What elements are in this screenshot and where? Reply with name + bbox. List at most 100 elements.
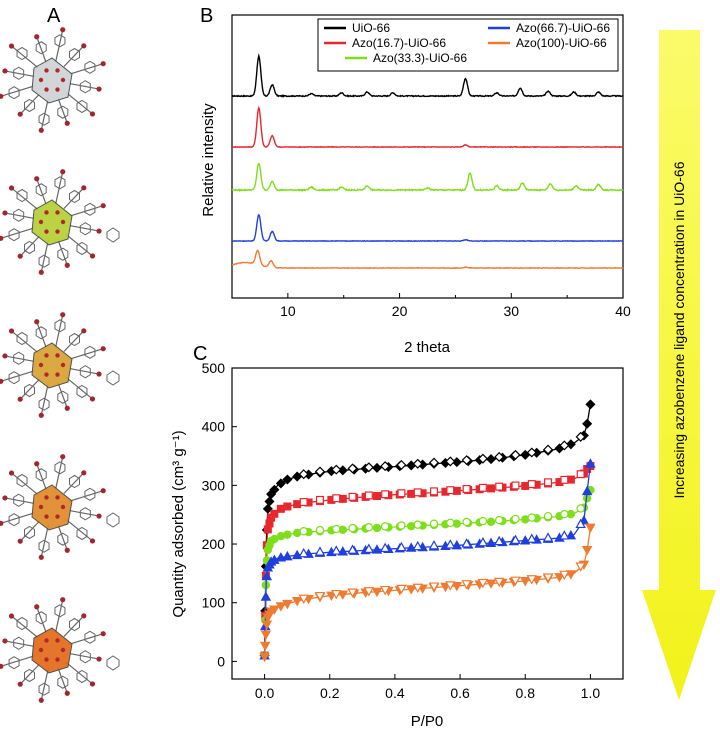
oxygen-atom xyxy=(2,68,8,74)
isotherm-point xyxy=(298,547,309,558)
linker-bond xyxy=(4,70,35,78)
oxygen-atom xyxy=(38,412,44,418)
oxygen-atom xyxy=(0,93,4,99)
isotherm-point xyxy=(543,511,553,521)
isotherm-point xyxy=(451,539,463,550)
isotherm-x-tick-label: 0.0 xyxy=(255,685,275,701)
benzene-ring xyxy=(35,183,47,197)
oxygen-atom xyxy=(34,461,40,467)
panel-label-c: C xyxy=(193,343,207,365)
oxygen-atom xyxy=(64,690,70,696)
isotherm-point xyxy=(372,523,382,533)
linker-bond xyxy=(19,520,41,542)
isotherm-point xyxy=(485,579,497,589)
zr-cluster-core xyxy=(31,484,73,531)
linker-bond xyxy=(19,235,41,257)
benzene-ring xyxy=(54,319,66,333)
isotherm-point xyxy=(282,474,293,485)
benzene-ring xyxy=(13,351,25,365)
benzene-ring xyxy=(8,656,20,670)
oxygen-atom xyxy=(60,169,66,175)
isotherm-point xyxy=(348,492,357,501)
isotherm-point xyxy=(581,485,593,496)
linker-bond xyxy=(63,330,85,352)
zr-cluster-core xyxy=(31,627,73,674)
xrd-x-tick-label: 30 xyxy=(503,303,519,319)
isotherm-point xyxy=(331,589,342,600)
linker-bond xyxy=(69,652,100,660)
isotherm-line xyxy=(263,404,592,656)
isotherm-point xyxy=(542,573,554,583)
benzene-ring xyxy=(76,526,88,541)
linker-bond xyxy=(0,85,36,97)
linker-bond xyxy=(57,381,68,409)
oxygen-atom xyxy=(89,538,96,544)
xrd-x-tick-label: 20 xyxy=(392,303,408,319)
isotherm-point xyxy=(585,399,596,410)
linker-bond xyxy=(68,348,104,360)
oxygen-atom xyxy=(96,86,102,92)
isotherm-point xyxy=(445,581,456,591)
isotherm-y-ticks: 0 100 200 300 400 500 xyxy=(202,360,237,669)
isotherm-point xyxy=(315,525,325,535)
azobenzene-ring xyxy=(106,655,120,671)
isotherm-point xyxy=(269,484,280,495)
benzene-ring xyxy=(38,254,50,268)
isotherm-point xyxy=(559,570,570,581)
panel-label-a: A xyxy=(47,5,61,27)
azobenzene-ring xyxy=(106,227,120,243)
benzene-ring xyxy=(57,105,69,119)
linker-bond xyxy=(0,512,36,524)
isotherm-chart: 0.0 0.2 0.4 0.6 0.8 1.0 0 100 200 300 400 500 P/P0… xyxy=(170,360,624,730)
isotherm-point xyxy=(337,546,349,556)
isotherm-point xyxy=(477,453,488,464)
isotherm-x-ticks: 0.0 0.2 0.4 0.6 0.8 1.0 xyxy=(255,674,600,701)
oxygen-atom xyxy=(17,538,23,544)
isotherm-point xyxy=(575,562,586,572)
oxygen-atom xyxy=(38,554,44,560)
isotherm-point xyxy=(269,605,280,615)
benzene-ring xyxy=(69,617,81,632)
concentration-arrow: Increasing azobenzene ligand concentrati… xyxy=(642,30,716,700)
isotherm-point xyxy=(371,544,383,554)
benzene-ring xyxy=(38,682,50,696)
oxygen-atom xyxy=(8,185,15,191)
linker-bond xyxy=(36,606,47,634)
benzene-ring xyxy=(8,371,20,385)
benzene-ring xyxy=(69,189,81,204)
isotherm-point xyxy=(585,458,596,468)
benzene-ring xyxy=(79,222,91,236)
cluster-oxygen xyxy=(38,647,44,653)
linker-bond xyxy=(11,472,39,496)
isotherm-point xyxy=(379,542,391,553)
isotherm-point xyxy=(381,490,390,499)
xrd-legend-entry: Azo(66.7)-UiO-66 xyxy=(516,21,610,35)
xrd-x-tick-label: 40 xyxy=(615,303,631,319)
benzene-ring xyxy=(84,202,96,216)
isotherm-point xyxy=(293,500,302,509)
cluster-oxygen xyxy=(44,638,49,643)
isotherm-point xyxy=(566,475,575,484)
xrd-legend-entry: Azo(33.3)-UiO-66 xyxy=(373,51,467,65)
isotherm-y-tick-label: 100 xyxy=(202,595,226,611)
linker-bond xyxy=(69,82,100,90)
isotherm-point xyxy=(364,523,374,532)
isotherm-point xyxy=(446,518,455,528)
linker-bond xyxy=(69,367,100,375)
isotherm-point xyxy=(446,486,455,495)
benzene-ring xyxy=(8,513,20,527)
linker-bond xyxy=(68,633,104,645)
isotherm-point xyxy=(331,545,342,555)
isotherm-point xyxy=(487,484,496,493)
oxygen-atom xyxy=(60,454,66,460)
benzene-ring xyxy=(57,675,69,689)
isotherm-series xyxy=(259,399,596,663)
isotherm-point xyxy=(520,577,531,587)
isotherm-point xyxy=(486,517,496,527)
benzene-ring xyxy=(54,34,66,48)
oxygen-atom xyxy=(2,638,8,644)
isotherm-point xyxy=(511,481,520,490)
arrow-label: Increasing azobenzene ligand concentrati… xyxy=(671,161,687,498)
cluster-oxygen xyxy=(44,68,49,73)
